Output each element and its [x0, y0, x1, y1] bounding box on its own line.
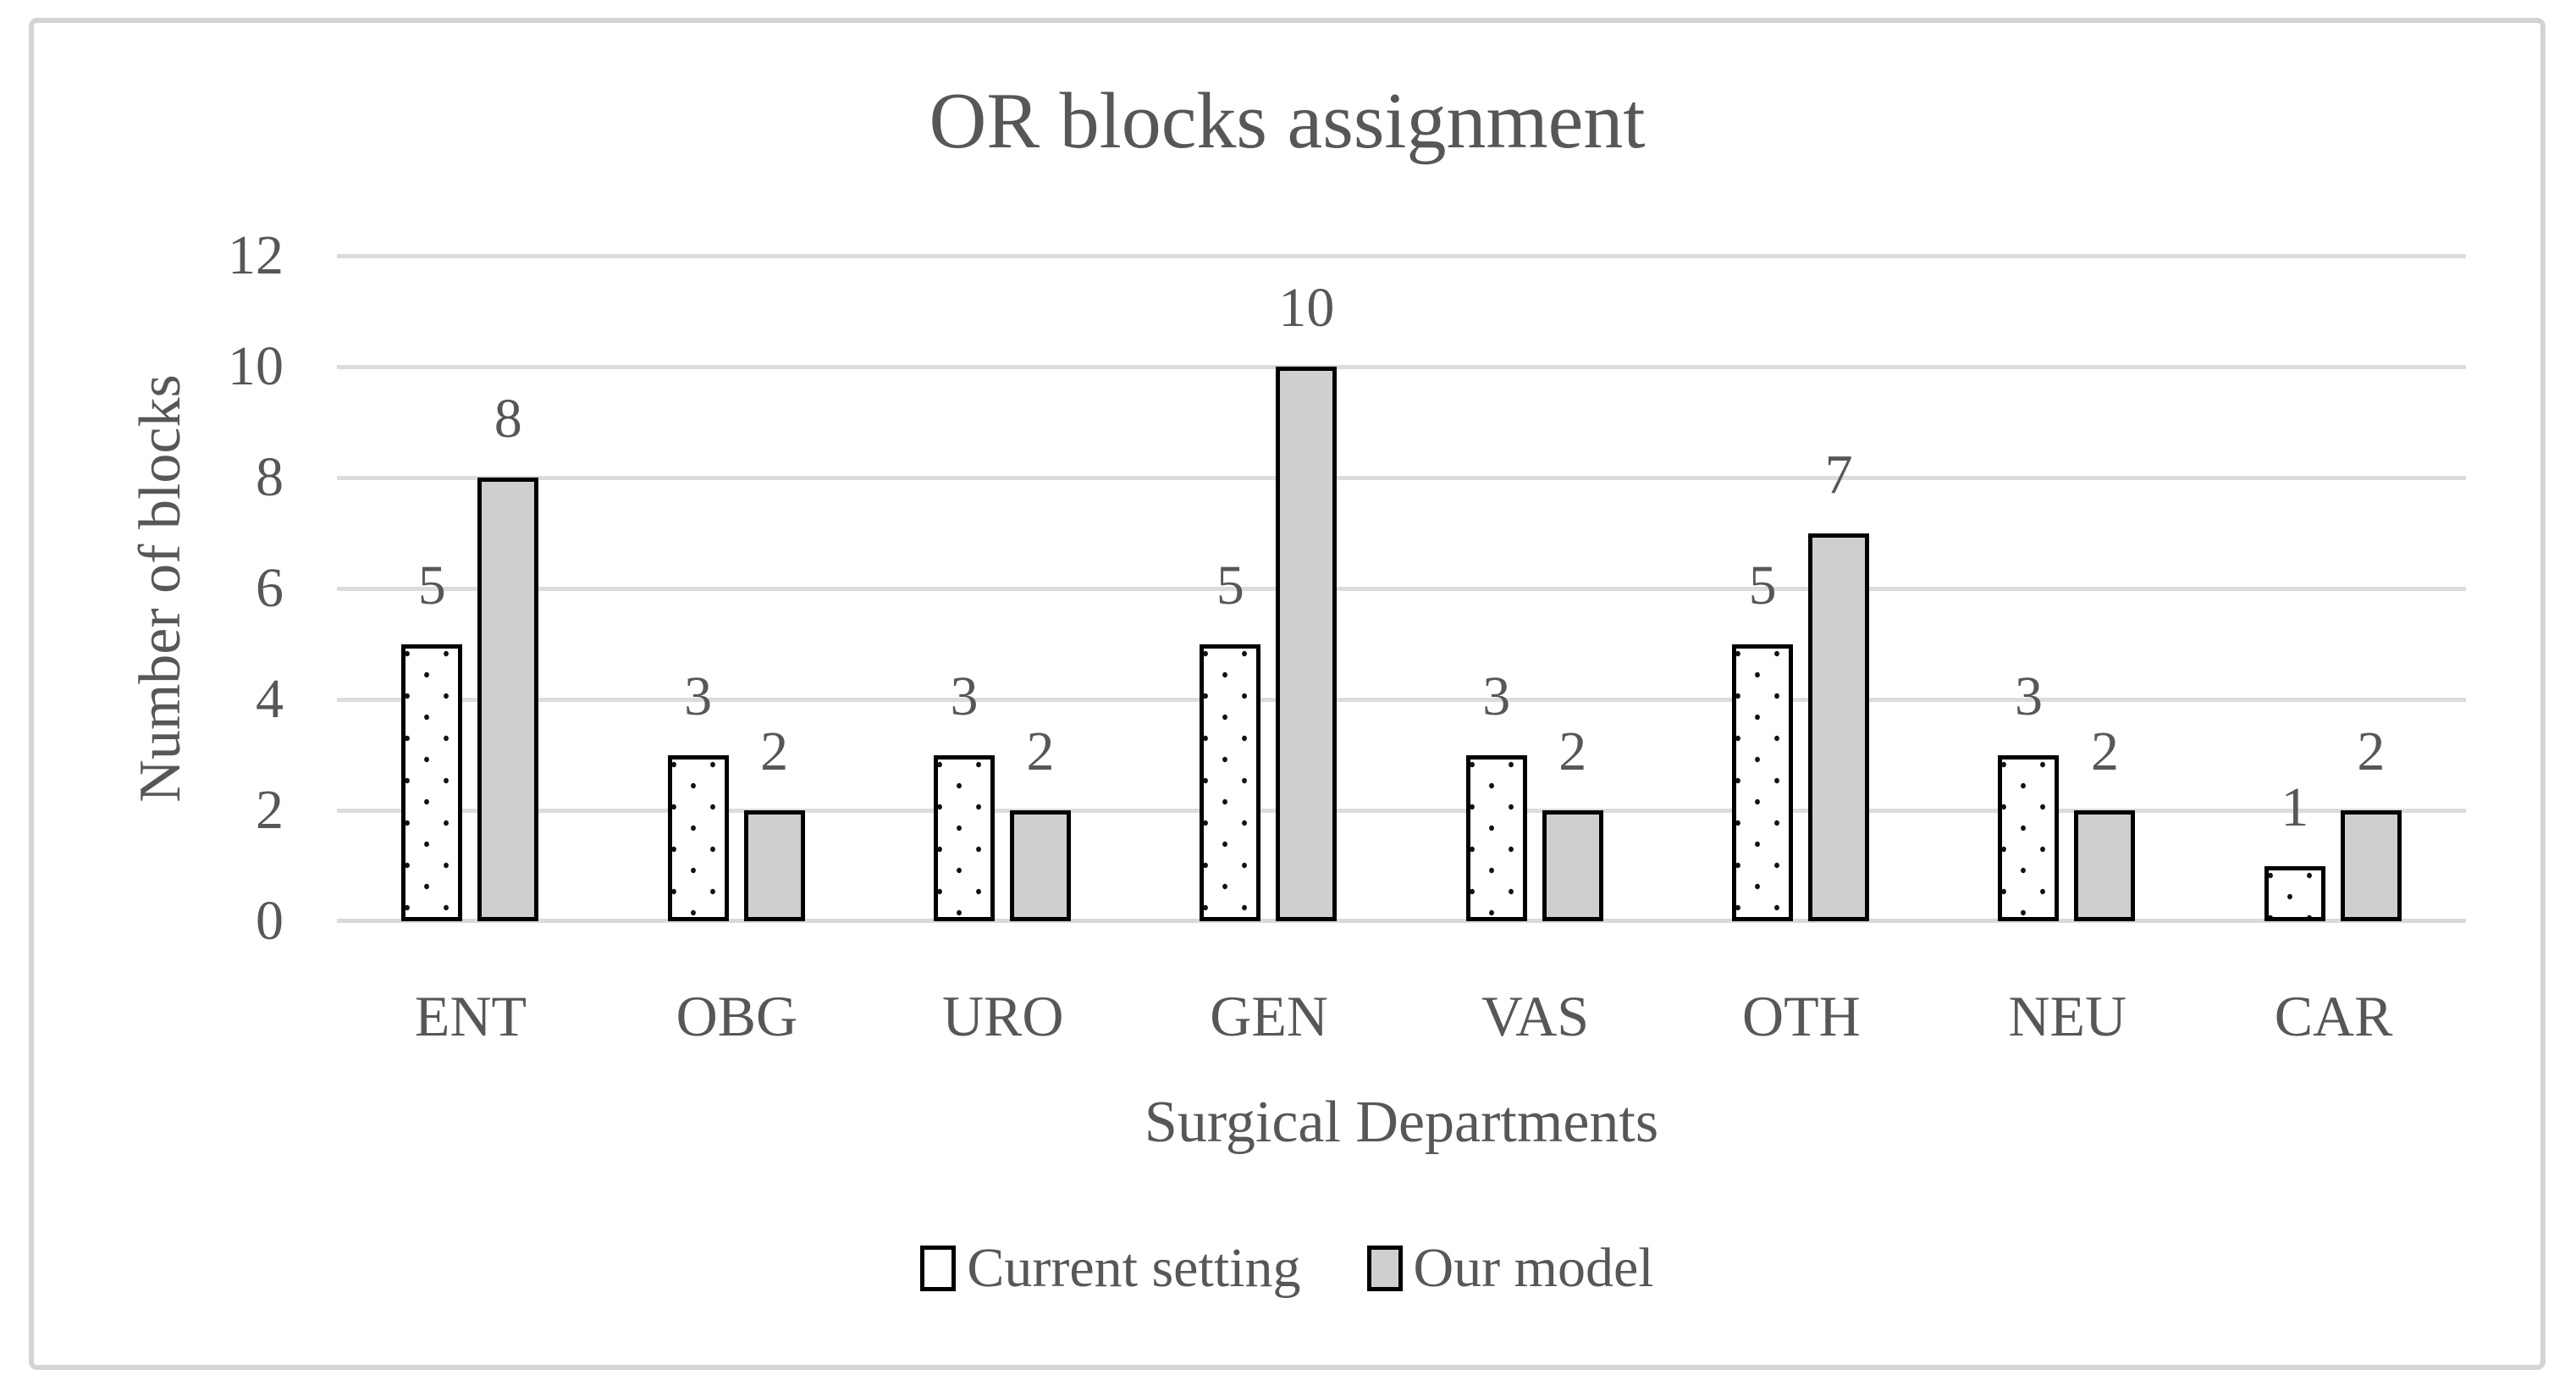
legend-entry-current-setting: Current setting	[920, 1235, 1301, 1302]
gridline-y-8	[337, 475, 2466, 480]
plot-area: 5 8 3 2 3 2 5 10 3 2 5 7 3 2 1 2	[337, 253, 2466, 923]
category-label-car: CAR	[2274, 984, 2393, 1048]
bar-ent-current-setting	[401, 644, 463, 921]
gridline-y-4	[337, 697, 2466, 702]
data-label-car-current-setting: 1	[2281, 776, 2309, 838]
category-label-gen: GEN	[1210, 984, 1328, 1048]
category-label-vas: VAS	[1481, 984, 1590, 1048]
chart-title: OR blocks assignment	[929, 77, 1646, 165]
category-label-neu: NEU	[2008, 984, 2127, 1048]
bar-gen-our-model	[1276, 367, 1338, 921]
y-axis-tick-labels: 0 2 4 6 8 10 12	[114, 228, 284, 949]
bar-car-our-model	[2340, 810, 2402, 921]
y-tick-label-12: 12	[228, 224, 284, 286]
bar-oth-our-model	[1808, 533, 1870, 921]
legend-swatch-our-model	[1366, 1246, 1403, 1291]
bar-ent-our-model	[477, 478, 539, 921]
y-tick-label-10: 10	[228, 335, 284, 397]
bar-oth-current-setting	[1732, 644, 1794, 921]
data-label-vas-our-model: 2	[1558, 721, 1587, 782]
data-label-vas-current-setting: 3	[1482, 665, 1511, 727]
data-label-oth-current-setting: 5	[1748, 554, 1777, 616]
data-label-obg-our-model: 2	[760, 721, 789, 782]
data-label-car-our-model: 2	[2357, 721, 2386, 782]
y-tick-label-8: 8	[256, 446, 284, 508]
gridline-y-6	[337, 586, 2466, 591]
bar-uro-current-setting	[933, 754, 995, 921]
bar-vas-our-model	[1542, 810, 1603, 921]
gridline-y-2	[337, 808, 2466, 813]
bar-gen-current-setting	[1200, 644, 1261, 921]
legend-swatch-current-setting	[920, 1246, 957, 1291]
data-label-ent-current-setting: 5	[417, 554, 446, 616]
x-axis-category-labels: ENT OBG URO GEN VAS OTH NEU CAR	[337, 982, 2466, 1058]
data-label-ent-our-model: 8	[494, 388, 522, 450]
y-tick-label-4: 4	[256, 668, 284, 730]
bar-obg-current-setting	[667, 754, 729, 921]
x-axis-line	[337, 919, 2466, 923]
data-label-neu-our-model: 2	[2090, 721, 2119, 782]
data-label-neu-current-setting: 3	[2014, 665, 2043, 727]
bar-vas-current-setting	[1465, 754, 1527, 921]
y-tick-label-0: 0	[256, 890, 284, 952]
bar-car-current-setting	[2264, 865, 2325, 921]
data-label-oth-our-model: 7	[1824, 443, 1853, 505]
category-label-oth: OTH	[1741, 984, 1861, 1048]
bar-obg-our-model	[743, 810, 805, 921]
gridline-y-10	[337, 364, 2466, 369]
data-label-gen-current-setting: 5	[1216, 554, 1244, 616]
legend: Current setting Our model	[29, 1235, 2546, 1302]
data-label-uro-current-setting: 3	[950, 665, 979, 727]
x-axis-title: Surgical Departments	[1144, 1090, 1659, 1155]
y-tick-label-2: 2	[256, 779, 284, 841]
data-label-gen-our-model: 10	[1278, 277, 1335, 339]
category-label-ent: ENT	[414, 984, 527, 1048]
bar-neu-current-setting	[1998, 754, 2060, 921]
category-label-obg: OBG	[676, 984, 798, 1048]
data-label-obg-current-setting: 3	[684, 665, 713, 727]
data-label-uro-our-model: 2	[1026, 721, 1055, 782]
gridline-y-12	[337, 253, 2466, 258]
bar-neu-our-model	[2074, 810, 2136, 921]
bar-uro-our-model	[1009, 810, 1071, 921]
category-label-uro: URO	[941, 984, 1064, 1048]
legend-label-current-setting: Current setting	[967, 1237, 1301, 1299]
legend-label-our-model: Our model	[1413, 1237, 1654, 1299]
legend-entry-our-model: Our model	[1366, 1235, 1654, 1302]
y-tick-label-6: 6	[256, 557, 284, 619]
